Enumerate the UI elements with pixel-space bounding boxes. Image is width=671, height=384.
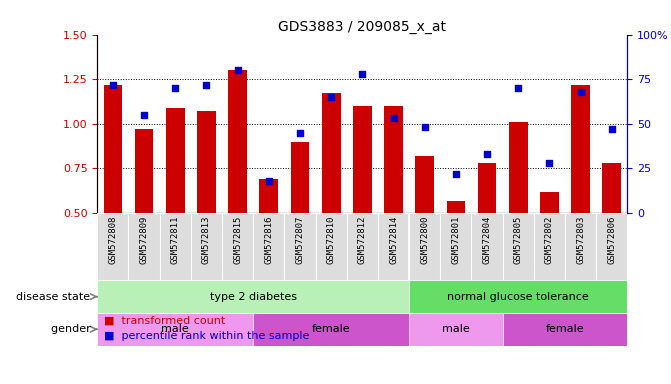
Bar bbox=[222, 213, 253, 280]
Text: GSM572804: GSM572804 bbox=[482, 215, 492, 263]
Bar bbox=[97, 213, 128, 280]
Point bbox=[419, 124, 430, 131]
Text: GSM572801: GSM572801 bbox=[452, 215, 460, 263]
Bar bbox=[191, 213, 222, 280]
Point bbox=[607, 126, 617, 132]
Bar bbox=[285, 213, 315, 280]
Bar bbox=[571, 84, 590, 213]
Bar bbox=[415, 156, 434, 213]
Title: GDS3883 / 209085_x_at: GDS3883 / 209085_x_at bbox=[278, 20, 446, 33]
Text: ■  percentile rank within the sample: ■ percentile rank within the sample bbox=[104, 331, 309, 341]
Text: GSM572810: GSM572810 bbox=[327, 215, 336, 263]
Text: ■  transformed count: ■ transformed count bbox=[104, 316, 225, 326]
Bar bbox=[353, 106, 372, 213]
Point bbox=[575, 89, 586, 95]
Text: GSM572805: GSM572805 bbox=[514, 215, 523, 263]
Bar bbox=[378, 213, 409, 280]
Text: GSM572806: GSM572806 bbox=[607, 215, 616, 263]
Text: GSM572811: GSM572811 bbox=[170, 215, 180, 263]
Bar bbox=[103, 84, 122, 213]
Bar bbox=[472, 213, 503, 280]
Bar bbox=[166, 108, 185, 213]
Text: GSM572816: GSM572816 bbox=[264, 215, 273, 263]
Bar bbox=[440, 213, 472, 280]
Point bbox=[107, 81, 118, 88]
Point bbox=[326, 94, 337, 100]
Bar bbox=[503, 313, 627, 346]
Bar bbox=[135, 129, 154, 213]
Bar bbox=[228, 70, 247, 213]
Point bbox=[170, 85, 180, 91]
Bar bbox=[260, 179, 278, 213]
Point bbox=[232, 67, 243, 73]
Point bbox=[201, 81, 212, 88]
Bar bbox=[197, 111, 216, 213]
Bar bbox=[503, 213, 534, 280]
Bar bbox=[253, 313, 409, 346]
Bar bbox=[409, 280, 627, 313]
Text: GSM572814: GSM572814 bbox=[389, 215, 398, 263]
Point bbox=[264, 178, 274, 184]
Bar bbox=[603, 163, 621, 213]
Bar bbox=[97, 280, 409, 313]
Bar bbox=[509, 122, 527, 213]
Bar bbox=[597, 213, 627, 280]
Point bbox=[357, 71, 368, 77]
Bar bbox=[565, 213, 597, 280]
Point bbox=[295, 130, 305, 136]
Bar bbox=[384, 106, 403, 213]
Text: disease state: disease state bbox=[16, 291, 94, 302]
Point bbox=[450, 171, 461, 177]
Bar bbox=[534, 213, 565, 280]
Text: GSM572815: GSM572815 bbox=[233, 215, 242, 263]
Text: GSM572803: GSM572803 bbox=[576, 215, 585, 263]
Bar bbox=[409, 313, 503, 346]
Bar bbox=[128, 213, 160, 280]
Text: male: male bbox=[161, 324, 189, 334]
Bar bbox=[478, 163, 497, 213]
Bar bbox=[540, 192, 559, 213]
Text: GSM572807: GSM572807 bbox=[295, 215, 305, 263]
Text: GSM572809: GSM572809 bbox=[140, 215, 148, 263]
Text: GSM572813: GSM572813 bbox=[202, 215, 211, 263]
Point bbox=[482, 151, 493, 157]
Text: GSM572812: GSM572812 bbox=[358, 215, 367, 263]
Bar bbox=[315, 213, 347, 280]
Bar bbox=[291, 142, 309, 213]
Text: male: male bbox=[442, 324, 470, 334]
Bar bbox=[97, 313, 253, 346]
Bar bbox=[322, 93, 340, 213]
Text: type 2 diabetes: type 2 diabetes bbox=[210, 291, 297, 302]
Point bbox=[139, 112, 150, 118]
Bar bbox=[347, 213, 378, 280]
Text: GSM572802: GSM572802 bbox=[545, 215, 554, 263]
Text: female: female bbox=[546, 324, 584, 334]
Point bbox=[544, 160, 555, 166]
Point bbox=[513, 85, 523, 91]
Bar bbox=[409, 213, 440, 280]
Text: GSM572800: GSM572800 bbox=[420, 215, 429, 263]
Bar bbox=[253, 213, 285, 280]
Text: female: female bbox=[312, 324, 350, 334]
Point bbox=[388, 116, 399, 122]
Bar bbox=[160, 213, 191, 280]
Text: gender: gender bbox=[51, 324, 94, 334]
Bar bbox=[446, 200, 465, 213]
Text: normal glucose tolerance: normal glucose tolerance bbox=[448, 291, 589, 302]
Text: GSM572808: GSM572808 bbox=[109, 215, 117, 263]
